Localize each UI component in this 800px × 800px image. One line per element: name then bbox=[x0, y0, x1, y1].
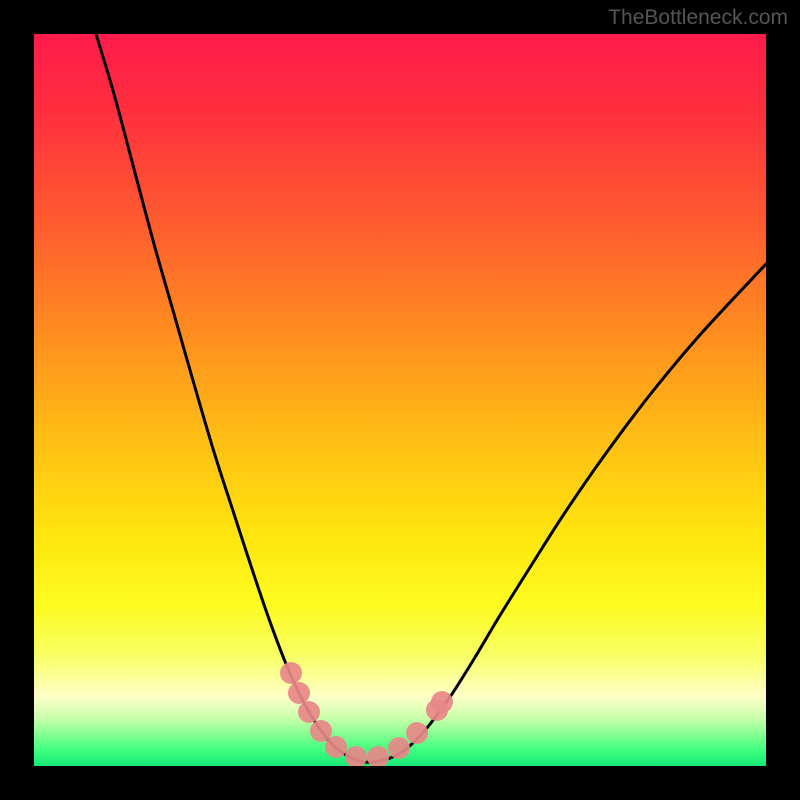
data-marker bbox=[288, 682, 310, 704]
data-marker bbox=[310, 720, 332, 742]
watermark-text: TheBottleneck.com bbox=[608, 6, 788, 30]
data-marker bbox=[367, 746, 389, 766]
data-marker bbox=[431, 691, 453, 713]
plot-area bbox=[34, 34, 766, 766]
data-marker bbox=[280, 662, 302, 684]
curve-layer bbox=[34, 34, 766, 766]
data-marker bbox=[406, 722, 428, 744]
data-marker bbox=[325, 736, 347, 758]
chart-canvas: TheBottleneck.com bbox=[0, 0, 800, 800]
bottleneck-curve bbox=[96, 34, 766, 762]
data-marker bbox=[298, 701, 320, 723]
data-marker bbox=[345, 746, 367, 766]
data-marker bbox=[388, 737, 410, 759]
marker-group bbox=[280, 662, 453, 766]
